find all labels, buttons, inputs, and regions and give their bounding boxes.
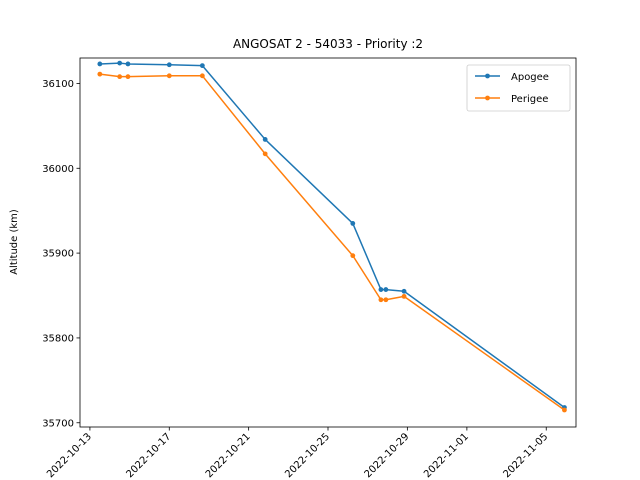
- plot-area: [79, 57, 577, 428]
- data-point: [199, 73, 205, 79]
- x-axis: 2022-10-13 2022-10-17 2022-10-21 2022-10-25…: [45, 427, 550, 480]
- data-point: [383, 287, 389, 292]
- x-tick-label: 2022-10-25: [283, 431, 332, 480]
- data-point: [378, 297, 384, 303]
- chart-title: ANGOSAT 2 - 54033 - Priority :2: [233, 37, 423, 51]
- x-tick-label: 2022-11-01: [422, 431, 471, 480]
- data-point: [350, 253, 356, 259]
- x-tick-label: 2022-10-21: [204, 431, 253, 480]
- x-tick-label: 2022-11-05: [501, 431, 550, 480]
- data-point: [401, 288, 407, 294]
- series-apogee: [97, 60, 567, 410]
- data-point: [383, 297, 389, 303]
- x-tick-label: 2022-10-17: [125, 431, 174, 480]
- y-axis-label: Altitude (km): [9, 209, 20, 275]
- y-tick-label: 35800: [42, 333, 74, 344]
- legend-marker: [485, 73, 490, 79]
- y-tick-label: 36100: [42, 79, 74, 90]
- legend-label: Perigee: [511, 94, 548, 105]
- data-point: [562, 407, 567, 413]
- data-point: [117, 74, 123, 80]
- y-tick-label: 35900: [42, 249, 74, 260]
- data-point: [166, 73, 172, 79]
- x-tick-label: 2022-10-29: [363, 431, 412, 480]
- data-point: [97, 71, 103, 77]
- data-point: [166, 62, 172, 68]
- x-tick-label: 2022-10-13: [45, 431, 94, 480]
- y-tick-label: 35700: [42, 418, 74, 429]
- series-line: [99, 62, 565, 409]
- data-point: [378, 287, 384, 292]
- legend: Apogee Perigee: [466, 64, 571, 112]
- data-point: [262, 151, 268, 157]
- data-point: [117, 60, 123, 66]
- data-point: [97, 61, 103, 67]
- series-line: [99, 73, 565, 411]
- data-point: [262, 137, 268, 142]
- data-point: [199, 63, 205, 69]
- y-axis: 35700 35800 35900 36000 36100: [42, 79, 80, 429]
- legend-marker: [485, 95, 490, 101]
- legend-label: Apogee: [511, 72, 549, 83]
- data-point: [125, 74, 131, 80]
- y-tick-label: 36000: [42, 164, 74, 175]
- series-perigee: [97, 71, 567, 413]
- data-point: [125, 61, 131, 67]
- series-layer: [97, 60, 567, 413]
- data-point: [350, 221, 356, 226]
- data-point: [401, 293, 407, 299]
